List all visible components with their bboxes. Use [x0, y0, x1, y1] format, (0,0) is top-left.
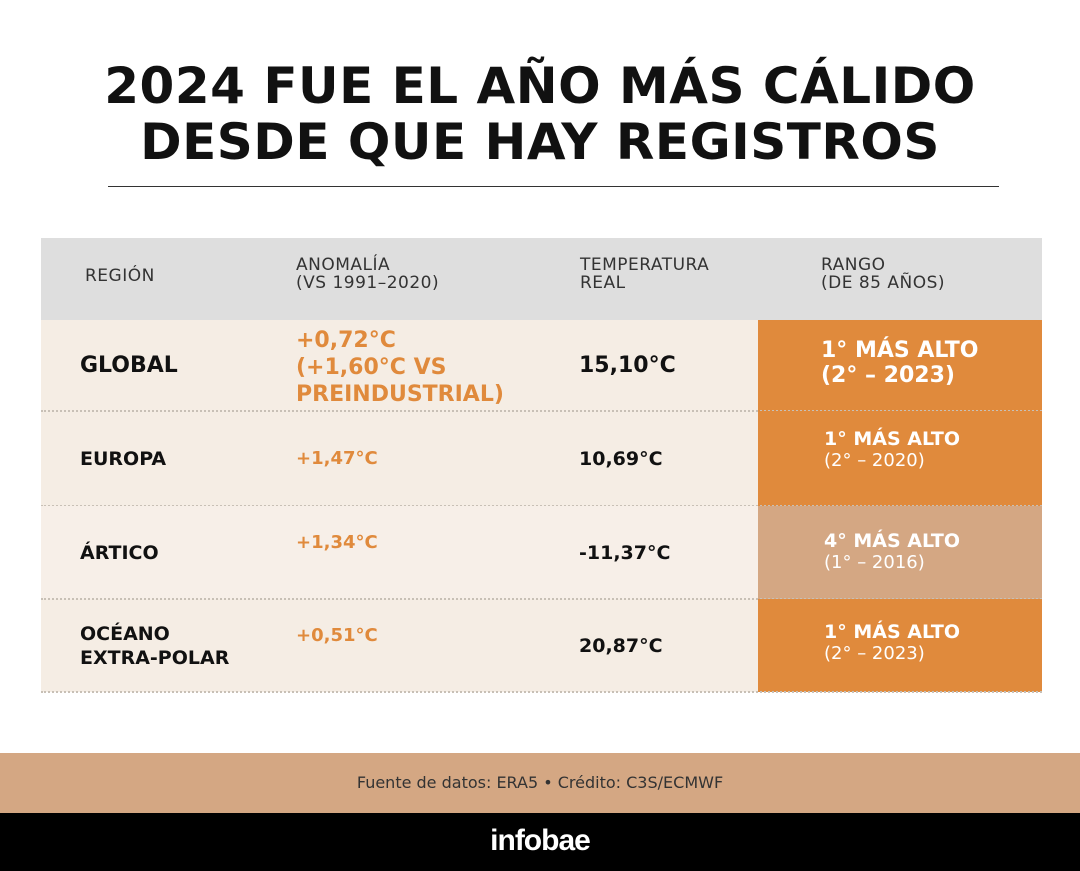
column-header-rank-sublabel: (DE 85 AÑOS) [821, 273, 946, 293]
rank-detail: (2° – 2023) [824, 643, 925, 664]
column-header-temperature-sublabel: REAL [580, 273, 626, 293]
title-divider [108, 186, 999, 187]
column-header-temperature: TEMPERATURA REAL [580, 256, 709, 292]
table-row: OCÉANO EXTRA-POLAR +0,51°C 20,87°C 1° MÁS AL… [41, 599, 1042, 692]
anomaly-line: +1,34°C [296, 532, 378, 553]
rank-position: 1° MÁS ALTO [824, 428, 961, 450]
title-line-2: DESDE QUE HAY REGISTROS [140, 113, 940, 171]
anomaly-cell: +0,72°C (+1,60°C VS PREINDUSTRIAL) [296, 327, 504, 408]
column-header-anomaly: ANOMALÍA (VS 1991–2020) [296, 256, 439, 292]
anomaly-cell: +0,51°C [296, 624, 378, 647]
anomaly-line: (+1,60°C VS [296, 355, 447, 380]
rank-detail: (2° – 2020) [824, 450, 925, 471]
infobae-logo: infobae [490, 824, 591, 857]
rank-cell: 1° MÁS ALTO (2° – 2023) [758, 320, 1042, 411]
rank-cell: 4° MÁS ALTO (1° – 2016) [758, 506, 1042, 599]
table-row: ÁRTICO +1,34°C -11,37°C 4° MÁS ALTO (1° – 20… [41, 506, 1042, 599]
rank-position: 1° MÁS ALTO [824, 621, 961, 643]
footer-bar: infobae [0, 813, 1080, 871]
table-row: EUROPA +1,47°C 10,69°C 1° MÁS ALTO (2° – 202… [41, 411, 1042, 506]
table-header: REGIÓN ANOMALÍA (VS 1991–2020) TEMPERATU… [41, 238, 1042, 320]
anomaly-line: +1,47°C [296, 448, 378, 469]
temperature-cell: 10,69°C [579, 447, 663, 470]
region-line: OCÉANO [80, 622, 170, 645]
anomaly-line: +0,72°C [296, 328, 396, 353]
anomaly-line: +0,51°C [296, 625, 378, 646]
anomaly-line: PREINDUSTRIAL) [296, 382, 504, 407]
anomaly-cell: +1,34°C [296, 531, 378, 554]
source-credit: Fuente de datos: ERA5 • Crédito: C3S/ECM… [356, 773, 724, 792]
column-header-temperature-label: TEMPERATURA [580, 255, 710, 275]
region-line: EXTRA-POLAR [80, 646, 230, 669]
region-cell: ÁRTICO [80, 541, 159, 564]
region-cell: EUROPA [80, 447, 167, 470]
rank-detail: (1° – 2016) [824, 552, 925, 573]
title-line-1: 2024 FUE EL AÑO MÁS CÁLIDO [104, 57, 976, 115]
rank-cell: 1° MÁS ALTO (2° – 2020) [758, 411, 1042, 506]
rank-detail: (2° – 2023) [821, 363, 955, 388]
rank-position: 4° MÁS ALTO [824, 530, 961, 552]
rank-position: 1° MÁS ALTO [821, 338, 979, 363]
column-header-rank: RANGO (DE 85 AÑOS) [821, 256, 945, 292]
column-header-anomaly-sublabel: (VS 1991–2020) [296, 273, 440, 293]
column-header-region: REGIÓN [85, 267, 155, 285]
table-row: GLOBAL +0,72°C (+1,60°C VS PREINDUSTRIAL) 15… [41, 320, 1042, 411]
column-header-rank-label: RANGO [821, 255, 886, 275]
temperature-cell: 15,10°C [579, 352, 676, 378]
row-separator [41, 598, 1042, 600]
row-separator [41, 410, 1042, 412]
data-table: REGIÓN ANOMALÍA (VS 1991–2020) TEMPERATU… [41, 238, 1042, 693]
region-cell: OCÉANO EXTRA-POLAR [80, 622, 229, 670]
rank-cell: 1° MÁS ALTO (2° – 2023) [758, 599, 1042, 692]
row-separator [41, 691, 1042, 693]
page-title: 2024 FUE EL AÑO MÁS CÁLIDO DESDE QUE HAY… [0, 58, 1080, 170]
anomaly-cell: +1,47°C [296, 447, 378, 470]
region-cell: GLOBAL [80, 352, 178, 378]
temperature-cell: -11,37°C [579, 541, 671, 564]
column-header-region-label: REGIÓN [85, 266, 155, 286]
temperature-cell: 20,87°C [579, 634, 663, 657]
source-bar: Fuente de datos: ERA5 • Crédito: C3S/ECM… [0, 753, 1080, 813]
column-header-anomaly-label: ANOMALÍA [296, 255, 391, 275]
